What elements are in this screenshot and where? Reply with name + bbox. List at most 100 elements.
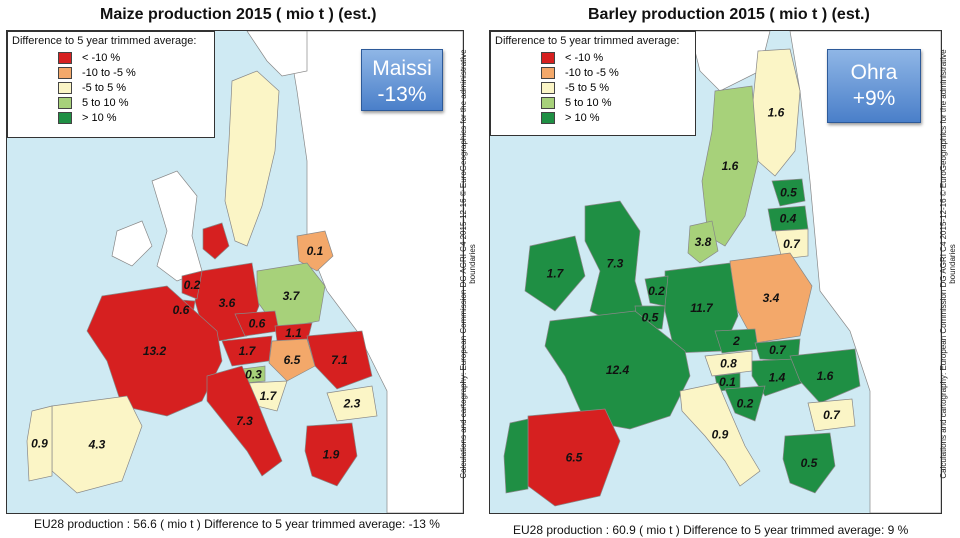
region-hungary <box>268 338 316 382</box>
value-label: 0.5 <box>642 311 659 325</box>
region-romania <box>789 348 861 404</box>
region-lithuania <box>296 230 334 272</box>
legend-item: 5 to 10 % <box>495 95 689 110</box>
value-label: 2 <box>732 334 740 348</box>
region-denmark <box>202 222 230 260</box>
value-label: 6.5 <box>284 353 301 367</box>
value-label: 6.5 <box>566 451 583 465</box>
region-france <box>544 310 691 430</box>
non-eu-land <box>286 31 463 513</box>
region-bulgaria <box>326 385 378 422</box>
value-label: 1.7 <box>239 344 257 358</box>
value-label: 2.3 <box>343 397 361 411</box>
value-label: 0.4 <box>780 212 797 226</box>
region-italy <box>206 365 283 477</box>
legend-swatch <box>541 96 555 109</box>
legend-label: 5 to 10 % <box>82 96 129 109</box>
maize-map: 0.1 3.7 3.6 0.2 0.6 0.6 1.1 1.7 6.5 7.1 0.3 1.7 2.3 1… <box>6 30 464 514</box>
legend-item: > 10 % <box>12 110 208 125</box>
legend-item: > 10 % <box>495 110 689 125</box>
region-croatia <box>724 385 766 422</box>
legend-swatch <box>541 51 555 64</box>
legend-item: -5 to 5 % <box>495 80 689 95</box>
legend-label: < -10 % <box>565 51 604 64</box>
non-eu-land <box>789 31 941 513</box>
barley-map-title: Barley production 2015 ( mio t ) (est.) <box>588 6 870 23</box>
value-label: 7.3 <box>236 414 253 428</box>
region-lithuania <box>774 228 809 260</box>
region-greece <box>782 432 836 494</box>
value-label: 0.6 <box>249 317 266 331</box>
value-label: 3.7 <box>283 289 301 303</box>
value-label: 4.3 <box>88 438 106 452</box>
region-denmark <box>687 220 719 264</box>
maize-credit: Calculations and cartography: European C… <box>459 49 477 479</box>
value-label: 0.7 <box>823 408 841 422</box>
ireland-land <box>111 220 153 267</box>
legend-swatch <box>58 111 72 124</box>
region-ireland <box>524 235 586 312</box>
maize-map-canvas: 0.1 3.7 3.6 0.2 0.6 0.6 1.1 1.7 6.5 7.1 0.3 1.7 2.3 1… <box>26 31 463 513</box>
badge-crop-name: Ohra <box>850 61 898 84</box>
legend-swatch <box>58 96 72 109</box>
region-portugal <box>503 418 529 494</box>
region-sweden <box>701 85 759 247</box>
legend-label: < -10 % <box>82 51 121 64</box>
value-label: 0.2 <box>737 397 754 411</box>
legend-swatch <box>58 66 72 79</box>
legend-item: -10 to -5 % <box>12 65 208 80</box>
value-label: 1.6 <box>722 159 739 173</box>
region-romania <box>306 330 373 390</box>
badge-change-value: +9% <box>852 87 896 110</box>
badge-change-value: -13% <box>377 83 427 106</box>
legend-swatch <box>58 51 72 64</box>
legend-item: < -10 % <box>495 50 689 65</box>
value-label: 0.5 <box>801 456 818 470</box>
maize-legend: Difference to 5 year trimmed average: < … <box>7 31 215 138</box>
region-sweden <box>224 70 280 247</box>
value-label: 1.6 <box>768 106 785 120</box>
legend-label: -5 to 5 % <box>565 81 610 94</box>
maize-change-badge: Maissi -13% <box>361 49 443 111</box>
norway-land <box>246 31 308 77</box>
region-france <box>86 285 223 417</box>
region-greece <box>304 422 358 487</box>
legend-swatch <box>541 81 555 94</box>
legend-label: > 10 % <box>82 111 117 124</box>
maize-map-title: Maize production 2015 ( mio t ) (est.) <box>100 6 377 23</box>
badge-crop-name: Maissi <box>372 57 432 80</box>
value-label: 0.2 <box>648 284 665 298</box>
norway-land <box>689 31 771 92</box>
value-label: 1.1 <box>285 326 302 340</box>
value-label: 1.4 <box>769 371 786 385</box>
value-label: 0.9 <box>712 428 729 442</box>
value-label: 0.7 <box>783 237 801 251</box>
value-label: 0.1 <box>307 244 324 258</box>
legend-item: -10 to -5 % <box>495 65 689 80</box>
maize-footer: EU28 production : 56.6 ( mio t ) Differe… <box>34 517 440 531</box>
value-label: 11.7 <box>690 301 714 315</box>
value-label: 3.6 <box>219 296 236 310</box>
united-kingdom-land <box>151 170 203 282</box>
legend-label: 5 to 10 % <box>565 96 612 109</box>
value-label: 0.2 <box>184 278 201 292</box>
region-bulgaria <box>807 398 856 432</box>
value-label: 7.3 <box>607 257 624 271</box>
region-portugal <box>26 405 53 482</box>
value-label: 3.8 <box>695 235 712 249</box>
region-italy <box>679 382 761 487</box>
region-netherlands <box>181 270 203 300</box>
value-label: 0.3 <box>245 368 262 382</box>
value-label: 13.2 <box>143 344 167 358</box>
barley-map: 1.6 1.6 0.5 0.4 0.7 3.8 7.3 1.7 3.4 11.7 0.2 0.5 2 0.… <box>489 30 942 514</box>
barley-credit: Calculations and cartography: European C… <box>939 49 957 479</box>
value-label: 1.7 <box>260 389 278 403</box>
legend-item: < -10 % <box>12 50 208 65</box>
barley-legend: Difference to 5 year trimmed average: < … <box>490 31 696 136</box>
value-label: 0.5 <box>780 186 797 200</box>
value-label: 0.8 <box>720 357 737 371</box>
value-label: 0.1 <box>719 375 736 389</box>
legend-item: -5 to 5 % <box>12 80 208 95</box>
barley-map-canvas: 1.6 1.6 0.5 0.4 0.7 3.8 7.3 1.7 3.4 11.7 0.2 0.5 2 0.… <box>503 31 941 513</box>
legend-label: -10 to -5 % <box>565 66 619 79</box>
